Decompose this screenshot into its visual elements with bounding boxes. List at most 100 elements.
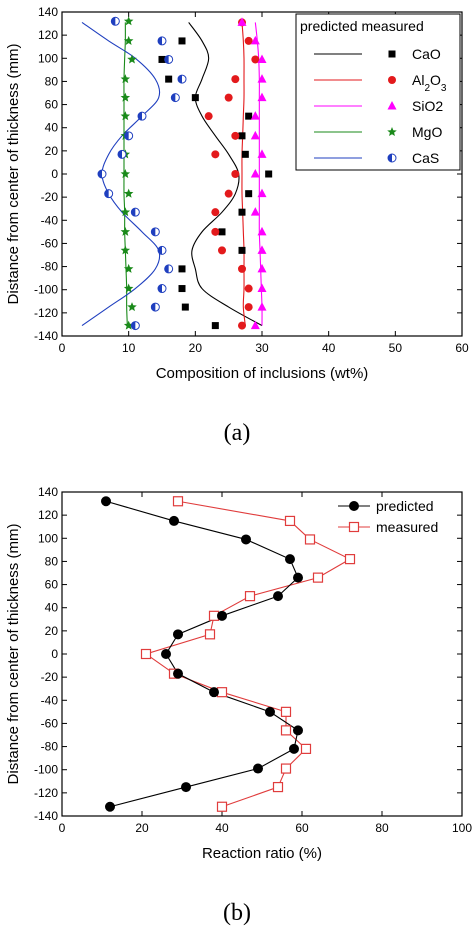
point-cas bbox=[170, 93, 180, 103]
point-cao bbox=[265, 170, 273, 178]
point-predicted bbox=[265, 706, 275, 717]
point-cao bbox=[178, 265, 186, 273]
point-sio2 bbox=[257, 302, 267, 311]
y-tick-label-a: -80 bbox=[41, 260, 59, 274]
legend-marker-predicted bbox=[349, 501, 359, 511]
point-mgo bbox=[123, 35, 134, 45]
series-markers-b bbox=[101, 496, 356, 812]
point-measured bbox=[280, 706, 292, 717]
point-mgo bbox=[127, 54, 137, 64]
point-al2o3 bbox=[218, 246, 226, 255]
point-cas-fill bbox=[118, 150, 122, 159]
y-tick-label-a: 0 bbox=[51, 167, 58, 181]
point-cas-fill bbox=[151, 303, 156, 312]
point-predicted bbox=[253, 763, 263, 774]
point-mgo bbox=[120, 111, 131, 121]
point-cao bbox=[238, 132, 246, 140]
y-tick-label-a: -120 bbox=[34, 306, 58, 320]
point-measured bbox=[140, 648, 152, 660]
x-tick-label-b: 100 bbox=[452, 821, 472, 835]
measured-markers-a bbox=[97, 16, 273, 331]
point-al2o3 bbox=[204, 112, 213, 121]
point-sio2 bbox=[250, 320, 260, 330]
point-mgo bbox=[120, 169, 131, 179]
point-cas-fill bbox=[171, 93, 176, 102]
y-tick-label-a: -140 bbox=[34, 329, 58, 343]
point-predicted bbox=[241, 534, 251, 545]
point-measured bbox=[216, 801, 228, 812]
point-al2o3 bbox=[238, 264, 246, 273]
legend-label-al2o3: Al2O3 bbox=[412, 72, 447, 94]
point-measured bbox=[300, 743, 312, 754]
point-predicted bbox=[273, 591, 283, 602]
point-al2o3 bbox=[211, 227, 220, 236]
point-cas-fill bbox=[158, 284, 162, 293]
point-cas bbox=[104, 189, 114, 199]
point-predicted bbox=[181, 782, 191, 793]
point-cao bbox=[191, 94, 199, 102]
legend-label-cao: CaO bbox=[412, 46, 441, 62]
legend-a: predicted measured CaO Al2O3 SiO2 MgO CaS bbox=[295, 13, 461, 171]
point-sio2 bbox=[250, 35, 260, 45]
point-sio2 bbox=[257, 149, 267, 158]
point-sio2 bbox=[257, 188, 267, 198]
point-predicted bbox=[105, 801, 115, 812]
y-tick-label-a: -60 bbox=[41, 236, 59, 250]
legend-marker-cas bbox=[387, 153, 397, 163]
point-al2o3 bbox=[231, 170, 240, 178]
point-cao bbox=[211, 322, 219, 330]
legend-marker-sio2 bbox=[387, 101, 397, 110]
point-predicted bbox=[173, 668, 183, 679]
legend-b: predicted measured bbox=[338, 498, 438, 535]
point-cas-fill bbox=[111, 17, 116, 26]
point-measured bbox=[304, 534, 316, 545]
point-al2o3 bbox=[211, 208, 220, 217]
point-cas-fill bbox=[178, 75, 182, 84]
legend-marker-cao bbox=[388, 50, 396, 58]
x-tick-label-a: 60 bbox=[455, 341, 469, 355]
legend-marker-al2o3 bbox=[388, 76, 396, 84]
point-cas-fill bbox=[138, 112, 142, 121]
point-al2o3 bbox=[238, 321, 246, 330]
point-cao bbox=[181, 303, 189, 311]
legend-header-a: predicted measured bbox=[300, 18, 424, 34]
y-tick-label-b: 100 bbox=[38, 531, 58, 545]
point-al2o3 bbox=[244, 284, 253, 293]
x-tick-label-a: 0 bbox=[59, 341, 66, 355]
point-mgo bbox=[120, 74, 131, 84]
point-cas-fill bbox=[158, 36, 162, 45]
y-tick-label-a: 80 bbox=[45, 74, 59, 88]
point-mgo bbox=[123, 283, 134, 293]
legend-box-a bbox=[295, 13, 461, 171]
point-sio2 bbox=[250, 169, 260, 178]
point-sio2 bbox=[257, 245, 267, 254]
point-cas-fill bbox=[151, 227, 156, 236]
x-tick-label-a: 20 bbox=[189, 341, 203, 355]
y-tick-label-a: 120 bbox=[38, 28, 58, 42]
point-cas bbox=[130, 207, 140, 217]
point-cao bbox=[245, 112, 253, 120]
point-cao bbox=[165, 75, 173, 83]
x-tick-label-b: 60 bbox=[295, 821, 309, 835]
y-axis-label-a: Distance from center of thickness (mm) bbox=[5, 44, 22, 305]
point-mgo bbox=[120, 92, 131, 102]
point-mgo bbox=[123, 188, 134, 198]
point-predicted bbox=[173, 629, 183, 640]
point-al2o3 bbox=[231, 75, 240, 84]
chart-b: -140 -120 -100 -80 -60 -40 -20 0 20 40 60 80 100 120 1… bbox=[5, 485, 472, 926]
point-cas bbox=[150, 302, 160, 312]
y-tick-label-b: -140 bbox=[34, 809, 58, 823]
point-cas-fill bbox=[164, 264, 169, 273]
chart-a: -140-120-100-80-60-40-200204060801001201… bbox=[5, 5, 469, 446]
point-predicted bbox=[217, 610, 227, 621]
point-predicted bbox=[293, 572, 303, 583]
panel-label-a: (a) bbox=[224, 420, 251, 446]
point-mgo bbox=[120, 226, 131, 236]
x-tick-label-a: 10 bbox=[122, 341, 136, 355]
y-tick-label-b: -100 bbox=[34, 763, 58, 777]
point-cas bbox=[117, 149, 127, 159]
y-tick-label-b: 60 bbox=[45, 578, 59, 592]
legend-label-cas: CaS bbox=[412, 150, 439, 166]
point-cas bbox=[177, 74, 187, 84]
legend-label-sio2: SiO2 bbox=[412, 98, 443, 114]
